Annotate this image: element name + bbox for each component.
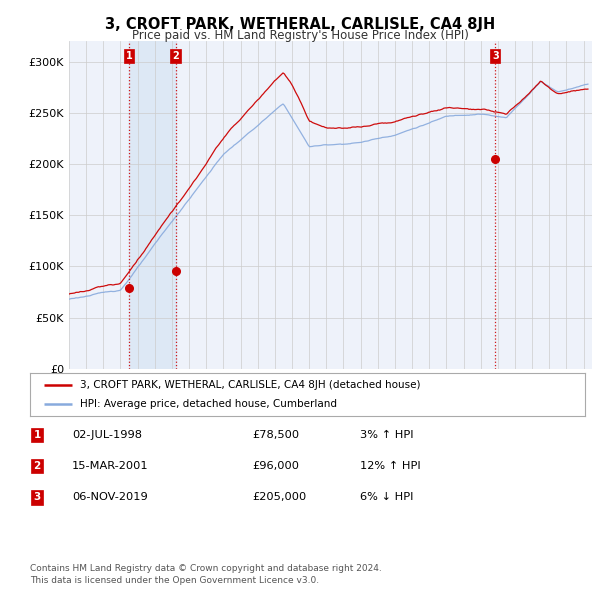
Text: 3, CROFT PARK, WETHERAL, CARLISLE, CA4 8JH: 3, CROFT PARK, WETHERAL, CARLISLE, CA4 8… — [105, 17, 495, 31]
Bar — [129, 41, 176, 369]
Text: 3, CROFT PARK, WETHERAL, CARLISLE, CA4 8JH (detached house): 3, CROFT PARK, WETHERAL, CARLISLE, CA4 8… — [80, 380, 421, 390]
Text: 3% ↑ HPI: 3% ↑ HPI — [360, 430, 413, 440]
Text: Price paid vs. HM Land Registry's House Price Index (HPI): Price paid vs. HM Land Registry's House … — [131, 29, 469, 42]
Text: 15-MAR-2001: 15-MAR-2001 — [72, 461, 149, 471]
Text: 1: 1 — [34, 430, 41, 440]
Text: Contains HM Land Registry data © Crown copyright and database right 2024.
This d: Contains HM Land Registry data © Crown c… — [30, 564, 382, 585]
Text: 12% ↑ HPI: 12% ↑ HPI — [360, 461, 421, 471]
Text: 6% ↓ HPI: 6% ↓ HPI — [360, 493, 413, 502]
Text: 2: 2 — [172, 51, 179, 61]
Text: 02-JUL-1998: 02-JUL-1998 — [72, 430, 142, 440]
Text: 3: 3 — [492, 51, 499, 61]
Text: 3: 3 — [34, 493, 41, 502]
Text: HPI: Average price, detached house, Cumberland: HPI: Average price, detached house, Cumb… — [80, 399, 337, 409]
Text: £96,000: £96,000 — [252, 461, 299, 471]
Text: 06-NOV-2019: 06-NOV-2019 — [72, 493, 148, 502]
Text: 2: 2 — [34, 461, 41, 471]
Text: £78,500: £78,500 — [252, 430, 299, 440]
Text: £205,000: £205,000 — [252, 493, 306, 502]
Text: 1: 1 — [125, 51, 133, 61]
